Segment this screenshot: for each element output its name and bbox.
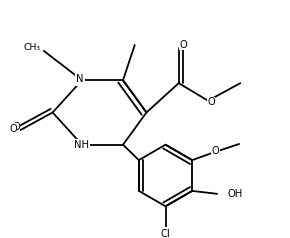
Text: NH: NH xyxy=(75,140,89,150)
Text: O: O xyxy=(207,97,215,107)
Text: O: O xyxy=(12,122,20,132)
Text: Cl: Cl xyxy=(161,229,171,238)
Text: O: O xyxy=(212,146,220,156)
Text: CH₃: CH₃ xyxy=(24,44,41,52)
Text: OH: OH xyxy=(227,189,243,199)
Text: O: O xyxy=(179,40,187,50)
Text: O: O xyxy=(9,124,17,134)
Text: N: N xyxy=(76,74,83,84)
Text: NH: NH xyxy=(75,141,89,151)
Text: N: N xyxy=(77,75,84,85)
